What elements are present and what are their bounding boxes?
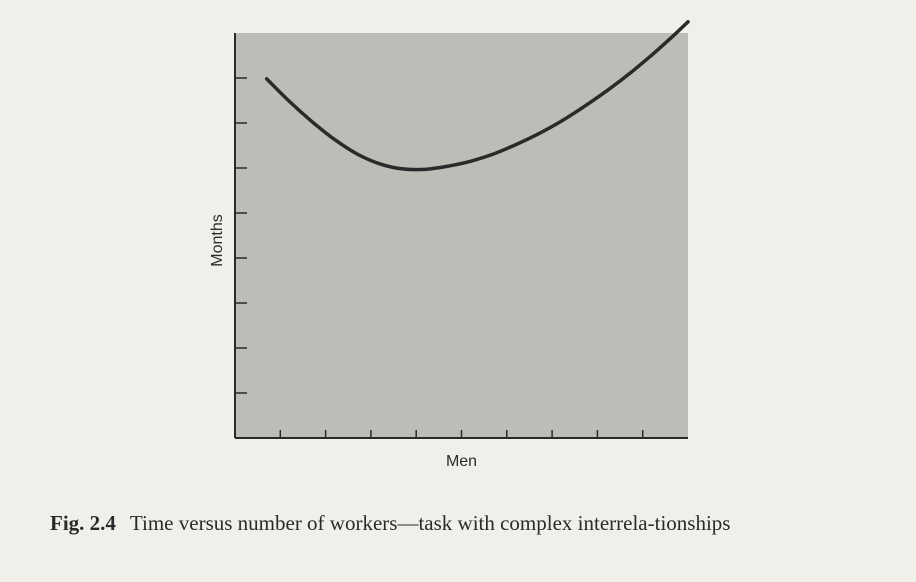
figure-caption-text: Time versus number of workers—task with … — [129, 511, 731, 535]
axis-ticks — [235, 77, 644, 438]
series-line — [264, 20, 690, 172]
x-axis-label: Men — [446, 453, 477, 470]
plot-area — [235, 33, 688, 438]
figure-number: Fig. 2.4 — [50, 511, 116, 535]
figure-caption: Fig. 2.4 Time versus number of workers—ta… — [50, 508, 890, 538]
chart: Men Months — [209, 20, 690, 470]
y-axis-label: Months — [209, 214, 226, 266]
